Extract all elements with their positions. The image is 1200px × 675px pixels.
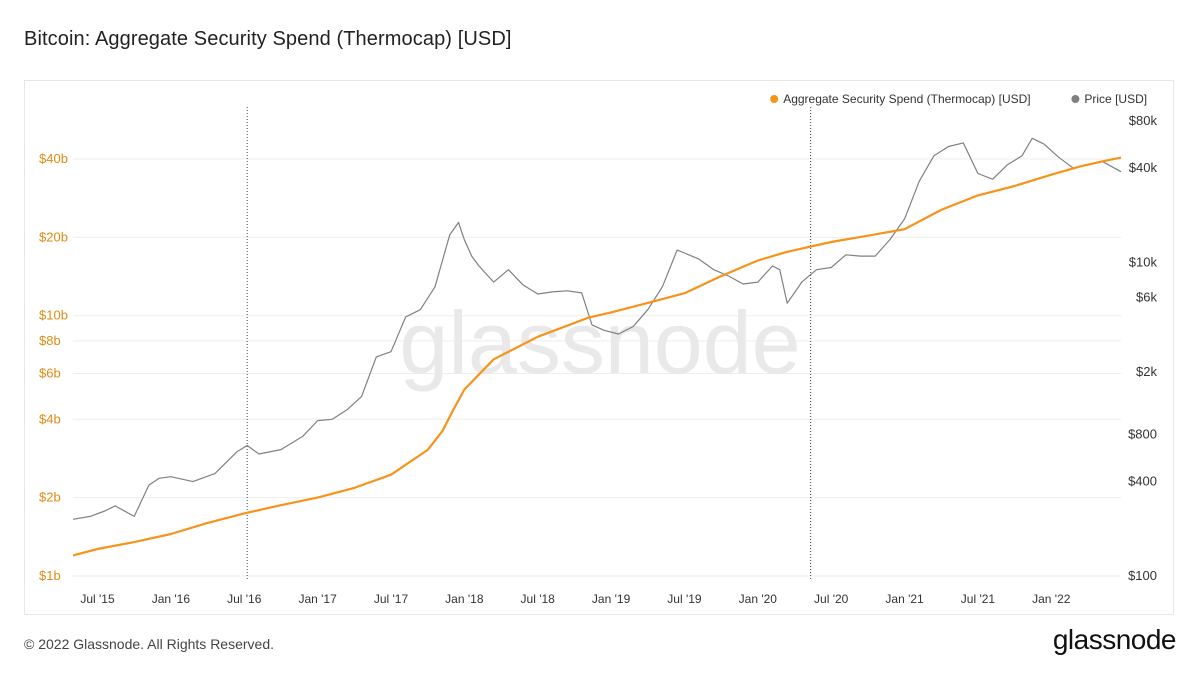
left-tick-label-4: $8b — [39, 333, 61, 348]
left-y-axis: $1b $2b $4b $6b $8b $10b $20b $40b — [39, 151, 68, 583]
legend: Aggregate Security Spend (Thermocap) [US… — [770, 92, 1147, 106]
x-tick-label-5: Jan '18 — [445, 592, 484, 606]
left-tick-label-7: $40b — [39, 151, 68, 166]
left-tick-label-0: $1b — [39, 568, 61, 583]
chart-panel: glassnode $1b $2b $4b $6b $8b $10b $20b $40b $1… — [24, 80, 1174, 615]
right-tick-label-0: $100 — [1128, 568, 1157, 583]
x-tick-label-3: Jan '17 — [298, 592, 337, 606]
x-tick-label-13: Jan '22 — [1032, 592, 1071, 606]
left-tick-label-3: $6b — [39, 365, 61, 380]
price-line — [72, 137, 1122, 520]
left-tick-label-1: $2b — [39, 490, 61, 505]
copyright-text: © 2022 Glassnode. All Rights Reserved. — [24, 636, 275, 652]
x-tick-label-8: Jul '19 — [667, 592, 702, 606]
x-tick-label-2: Jul '16 — [227, 592, 262, 606]
x-tick-label-10: Jul '20 — [814, 592, 849, 606]
right-tick-label-6: $40k — [1129, 160, 1158, 175]
x-tick-label-1: Jan '16 — [152, 592, 191, 606]
right-tick-label-1: $400 — [1128, 474, 1157, 489]
right-tick-label-5: $10k — [1129, 255, 1158, 270]
x-tick-label-4: Jul '17 — [374, 592, 409, 606]
series-layer — [72, 137, 1122, 557]
x-tick-label-11: Jan '21 — [885, 592, 924, 606]
left-tick-label-6: $20b — [39, 229, 68, 244]
thermocap-line — [72, 156, 1122, 557]
right-tick-label-3: $2k — [1136, 364, 1157, 379]
left-tick-label-5: $10b — [39, 308, 68, 323]
page-title: Bitcoin: Aggregate Security Spend (Therm… — [24, 28, 512, 50]
x-tick-label-12: Jul '21 — [961, 592, 996, 606]
right-y-axis: $100 $400 $800 $2k $6k $10k $40k $80k — [1128, 113, 1157, 583]
glassnode-logo: glassnode — [1052, 624, 1177, 655]
right-tick-label-2: $800 — [1128, 426, 1157, 441]
x-tick-label-6: Jul '18 — [521, 592, 556, 606]
chart: glassnode $1b $2b $4b $6b $8b $10b $20b $40b $1… — [39, 92, 1157, 606]
right-tick-label-7: $80k — [1129, 113, 1158, 128]
left-tick-label-2: $4b — [39, 411, 61, 426]
legend-swatch-1 — [770, 95, 779, 103]
halving-markers — [246, 107, 812, 581]
x-tick-label-0: Jul '15 — [80, 592, 115, 606]
x-axis: Jul '15 Jan '16 Jul '16 Jan '17 Jul '17 Jan '… — [80, 592, 1070, 606]
watermark: glassnode — [399, 293, 800, 392]
legend-label-1: Aggregate Security Spend (Thermocap) [US… — [783, 92, 1030, 106]
legend-label-2: Price [USD] — [1084, 92, 1147, 106]
legend-swatch-2 — [1071, 95, 1080, 103]
x-tick-label-9: Jan '20 — [739, 592, 778, 606]
right-tick-label-4: $6k — [1136, 289, 1157, 304]
x-tick-label-7: Jan '19 — [592, 592, 631, 606]
